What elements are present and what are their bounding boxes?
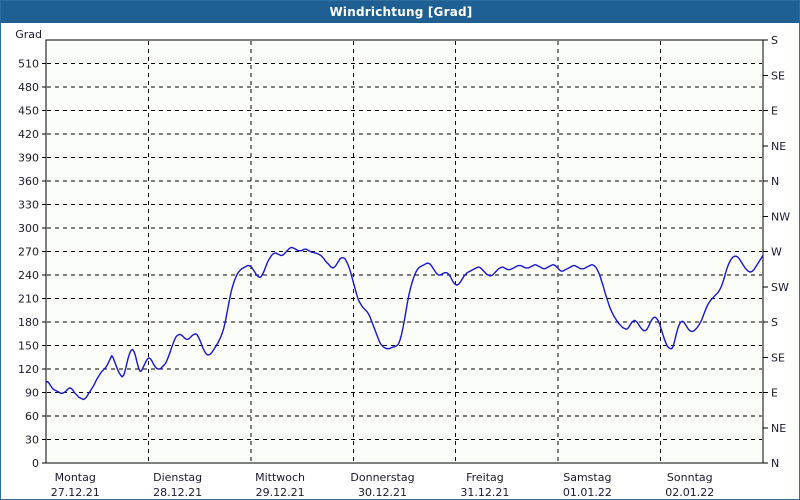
compass-tick-label: W	[771, 246, 782, 259]
compass-tick-label: S	[771, 316, 778, 329]
y-tick-label: 150	[18, 340, 39, 353]
x-tick-date: 27.12.21	[51, 486, 100, 499]
y-tick-label: 30	[25, 434, 39, 447]
x-tick-day: Mittwoch	[255, 471, 305, 484]
x-tick-day: Donnerstag	[350, 471, 414, 484]
horizontal-gridlines	[47, 63, 762, 440]
x-tick-date: 31.12.21	[460, 486, 509, 499]
right-axis-ticks	[763, 39, 768, 464]
wind-direction-series	[45, 246, 764, 401]
left-axis-tick-labels: 0 30 60 90 120 150 180 210 240 270 300 330 360 390 420…	[18, 58, 39, 471]
y-tick-label: 180	[18, 316, 39, 329]
x-tick-date: 30.12.21	[358, 486, 407, 499]
plot-area	[45, 39, 764, 464]
y-tick-label: 240	[18, 269, 39, 282]
x-tick-date: 01.01.22	[563, 486, 612, 499]
x-tick-day: Sonntag	[667, 471, 713, 484]
y-tick-label: 120	[18, 363, 39, 376]
compass-tick-label: E	[771, 387, 778, 400]
y-tick-label: 210	[18, 293, 39, 306]
compass-tick-label: SE	[771, 69, 785, 82]
x-tick-date: 28.12.21	[153, 486, 202, 499]
y-tick-label: 60	[25, 410, 39, 423]
y-tick-label: 330	[18, 199, 39, 212]
y-tick-label: 300	[18, 222, 39, 235]
series-polyline	[45, 246, 764, 401]
y-tick-label: 0	[32, 457, 39, 470]
compass-tick-label: SE	[771, 351, 785, 364]
compass-tick-label: SW	[771, 281, 789, 294]
window-title: Windrichtung [Grad]	[329, 5, 473, 19]
compass-tick-label: E	[771, 105, 778, 118]
compass-tick-label: NE	[771, 422, 786, 435]
x-tick-date: 29.12.21	[256, 486, 305, 499]
y-tick-label: 480	[18, 81, 39, 94]
compass-tick-label: S	[771, 34, 778, 47]
x-tick-day: Dienstag	[153, 471, 202, 484]
y-tick-label: 390	[18, 152, 39, 165]
x-tick-date: 02.01.22	[665, 486, 714, 499]
x-tick-day: Samstag	[563, 471, 611, 484]
x-tick-day: Freitag	[466, 471, 504, 484]
vertical-gridlines	[147, 41, 662, 462]
y-tick-label: 90	[25, 387, 39, 400]
compass-tick-label: N	[771, 457, 779, 470]
y-tick-label: 270	[18, 246, 39, 259]
y-tick-label: 510	[18, 58, 39, 71]
window-titlebar: Windrichtung [Grad]	[1, 1, 799, 23]
right-axis-tick-labels: N NE E SE S SW W NW N NE E SE S	[771, 34, 790, 470]
chart-canvas: 0 30 60 90 120 150 180 210 240 270 300 330 360 390 420…	[1, 23, 799, 499]
y-tick-label: 420	[18, 128, 39, 141]
compass-tick-label: NW	[771, 210, 790, 223]
compass-tick-label: N	[771, 175, 779, 188]
left-axis-ticks	[42, 63, 46, 464]
compass-tick-label: NE	[771, 140, 786, 153]
y-tick-label: 450	[18, 105, 39, 118]
x-tick-day: Montag	[55, 471, 96, 484]
y-tick-label: 360	[18, 175, 39, 188]
wind-direction-line-chart: 0 30 60 90 120 150 180 210 240 270 300 330 360 390 420…	[15, 28, 790, 499]
y-axis-title: Grad	[15, 28, 42, 41]
x-axis-tick-labels: Montag 27.12.21 Dienstag 28.12.21 Mittwoch 29…	[51, 471, 715, 499]
